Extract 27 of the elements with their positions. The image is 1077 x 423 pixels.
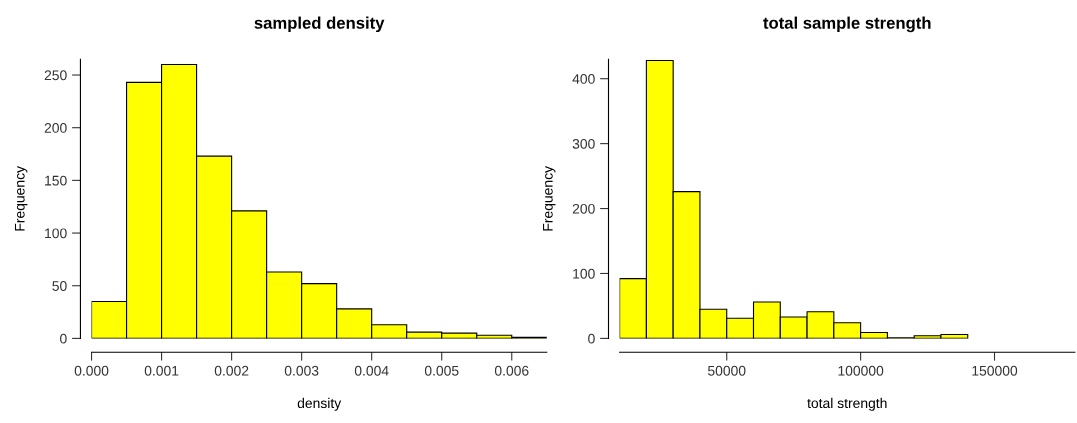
x-axis-title: total strength [807, 397, 887, 411]
x-tick-label: 0.006 [494, 365, 529, 376]
y-tick-label: 0 [588, 333, 595, 344]
y-tick-label: 150 [45, 175, 67, 186]
x-tick-label: 0.000 [74, 365, 109, 376]
y-tick-label: 400 [572, 74, 595, 84]
y-tick-label: 50 [52, 281, 67, 291]
x-tick-label: 0.001 [144, 365, 179, 376]
chart-title: sampled density [254, 16, 385, 33]
y-axis-title: Frequency [543, 166, 556, 231]
chart-title: total sample strength [763, 16, 931, 33]
y-axis-title: Frequency [14, 166, 28, 231]
x-tick-label: 50000 [707, 365, 746, 376]
x-axis-title: density [297, 397, 342, 411]
y-tick-label: 250 [44, 70, 67, 81]
y-tick-label: 200 [44, 123, 67, 133]
y-tick-label: 100 [45, 228, 67, 239]
x-tick-label: 0.002 [214, 365, 249, 376]
x-tick-label: 150000 [972, 365, 1018, 376]
x-tick-label: 100000 [838, 365, 884, 376]
x-tick-label: 0.005 [424, 365, 459, 376]
y-tick-label: 300 [572, 138, 595, 149]
y-tick-label: 100 [573, 268, 595, 279]
x-tick-label: 0.003 [284, 365, 319, 376]
y-tick-label: 0 [60, 333, 67, 344]
y-tick-label: 200 [572, 203, 595, 214]
x-tick-label: 0.004 [354, 365, 389, 376]
